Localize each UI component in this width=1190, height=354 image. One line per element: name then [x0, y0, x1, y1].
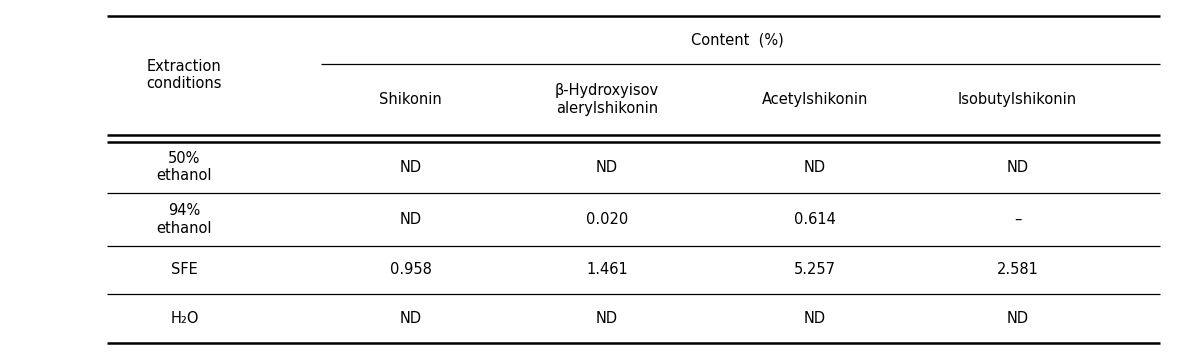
Text: –: – — [1014, 212, 1021, 227]
Text: Content  (%): Content (%) — [691, 33, 784, 48]
Text: ND: ND — [804, 160, 826, 175]
Text: 94%
ethanol: 94% ethanol — [157, 203, 212, 236]
Text: Acetylshikonin: Acetylshikonin — [762, 92, 869, 107]
Text: ND: ND — [596, 311, 618, 326]
Text: ND: ND — [400, 160, 421, 175]
Text: 0.614: 0.614 — [794, 212, 837, 227]
Text: ND: ND — [596, 160, 618, 175]
Text: 1.461: 1.461 — [585, 262, 628, 278]
Text: ND: ND — [400, 311, 421, 326]
Text: Isobutylshikonin: Isobutylshikonin — [958, 92, 1077, 107]
Text: Shikonin: Shikonin — [380, 92, 441, 107]
Text: 0.020: 0.020 — [585, 212, 628, 227]
Text: ND: ND — [804, 311, 826, 326]
Text: Extraction
conditions: Extraction conditions — [146, 59, 223, 91]
Text: 0.958: 0.958 — [389, 262, 432, 278]
Text: 50%
ethanol: 50% ethanol — [157, 151, 212, 183]
Text: SFE: SFE — [171, 262, 198, 278]
Text: ND: ND — [1007, 311, 1028, 326]
Text: 2.581: 2.581 — [996, 262, 1039, 278]
Text: β-Hydroxyisov
alerylshikonin: β-Hydroxyisov alerylshikonin — [555, 83, 659, 116]
Text: H₂O: H₂O — [170, 311, 199, 326]
Text: ND: ND — [1007, 160, 1028, 175]
Text: 5.257: 5.257 — [794, 262, 837, 278]
Text: ND: ND — [400, 212, 421, 227]
